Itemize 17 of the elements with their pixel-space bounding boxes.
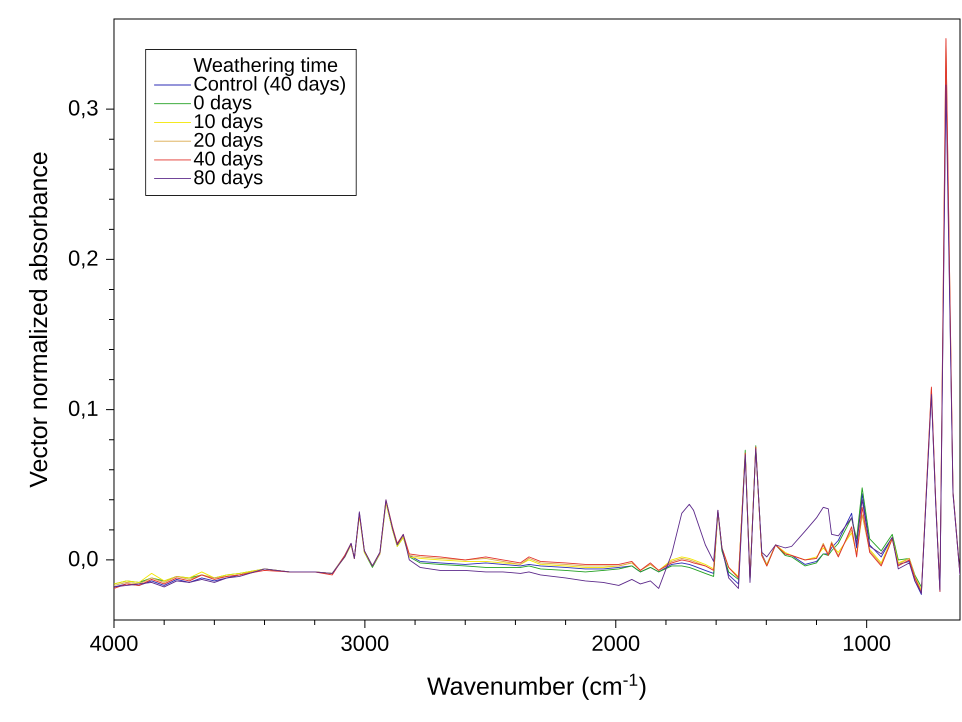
legend-label: 0 days (194, 94, 252, 114)
legend-title: Weathering time (193, 57, 338, 76)
y-tick-label: 0,0 (68, 550, 98, 569)
y-axis-title: Vector normalized absorbance (28, 152, 48, 488)
legend-label: 10 days (194, 114, 262, 132)
y-tick-label: 0,3 (68, 100, 98, 118)
legend-label: 80 days (194, 170, 262, 188)
x-tick-label: 3000 (341, 635, 388, 651)
y-tick-label: 0,1 (68, 400, 98, 419)
x-tick-label: 2000 (592, 635, 640, 651)
legend-label: Control (40 days) (194, 76, 345, 95)
x-tick-label: 4000 (90, 635, 138, 651)
x-axis-title: Wavenumber (cm$^{-1}$) (427, 674, 646, 700)
legend-label: 40 days (194, 151, 262, 170)
x-tick-label: 1000 (844, 635, 890, 651)
legend-label: 20 days (194, 132, 262, 151)
y-tick-label: 0,2 (68, 250, 98, 268)
